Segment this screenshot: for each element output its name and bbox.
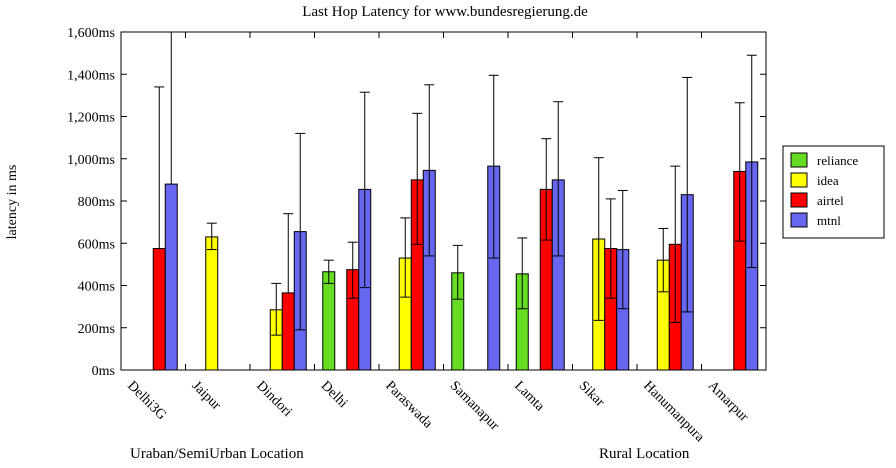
y-axis-ticks: 0ms 200ms 400ms 600ms 800ms 1,000ms 1,200ms 1,4… <box>67 26 766 379</box>
x-tick-label-lamta: Lamta <box>511 378 547 414</box>
legend-swatch-reliance <box>790 152 808 168</box>
legend-label-airtel: airtel <box>817 193 844 208</box>
y-tick-label: 0ms <box>92 364 115 379</box>
x-tick-label-samanapur: Samanapur <box>447 378 502 433</box>
legend-label-reliance: reliance <box>817 153 858 168</box>
y-tick-label: 1,200ms <box>67 111 115 126</box>
bar-reliance-delhi <box>322 271 336 371</box>
error-bars-layer <box>154 31 757 336</box>
x-tick-label-amarpur: Amarpur <box>705 378 752 425</box>
x-tick-label-dindori: Dindori <box>253 378 294 419</box>
y-tick-label: 200ms <box>78 322 115 337</box>
x-tick-label-delhi3g: Delhi3G <box>124 378 169 423</box>
chart-title: Last Hop Latency for www.bundesregierung… <box>302 4 588 20</box>
y-tick-label: 400ms <box>78 280 115 295</box>
group-label-rural: Rural Location <box>599 446 690 462</box>
x-tick-label-hanumanpura: Hanumanpura <box>640 378 707 445</box>
y-tick-label: 1,600ms <box>67 26 115 41</box>
x-tick-label-sikar: Sikar <box>576 378 608 410</box>
group-label-urban: Uraban/SemiUrban Location <box>130 446 304 462</box>
legend-label-idea: idea <box>817 173 839 188</box>
legend-swatch-mtnl <box>790 212 808 228</box>
legend-label-mtnl: mtnl <box>817 213 841 228</box>
y-axis-label: latency in ms <box>5 165 20 240</box>
bar-airtel-dindori <box>281 292 295 371</box>
x-tick-label-jaipur: Jaipur <box>189 378 224 413</box>
bar-idea-jaipur <box>205 236 219 371</box>
y-tick-label: 800ms <box>78 195 115 210</box>
legend-swatch-idea <box>790 172 808 188</box>
bar-mtnl-delhi3g <box>164 183 178 371</box>
y-tick-label: 1,000ms <box>67 153 115 168</box>
legend-swatch-airtel <box>790 192 808 208</box>
x-tick-label-paraswada: Paraswada <box>382 378 435 431</box>
bar-airtel-delhi3g <box>152 248 166 371</box>
legend: reliance idea airtel mtnl <box>782 145 885 239</box>
bars-layer <box>152 161 759 371</box>
x-tick-label-delhi: Delhi <box>318 378 351 411</box>
y-tick-label: 600ms <box>78 237 115 252</box>
y-tick-label: 1,400ms <box>67 68 115 83</box>
